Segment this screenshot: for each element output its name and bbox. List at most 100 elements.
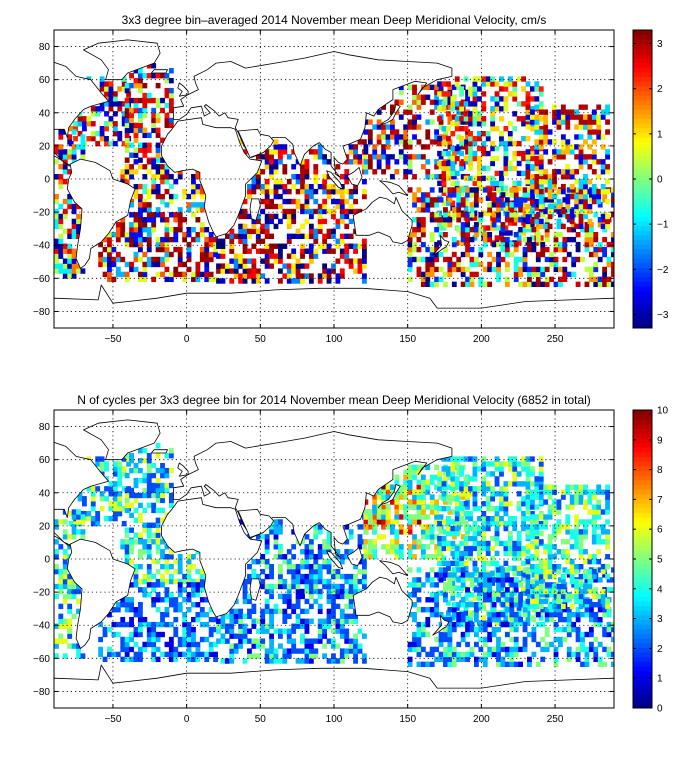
data-bin xyxy=(326,544,332,550)
data-bin xyxy=(291,563,297,570)
data-bin xyxy=(229,243,235,249)
data-bin xyxy=(120,217,126,223)
data-bin xyxy=(344,648,350,654)
data-bin xyxy=(460,611,466,618)
data-bin xyxy=(469,261,475,268)
data-bin xyxy=(173,193,179,200)
data-bin xyxy=(474,616,479,623)
chart-panel-2: −50 0 50 100 150 200 250−80−60−40−20020406080N… xyxy=(33,393,669,725)
data-bin xyxy=(496,212,501,218)
data-bin xyxy=(112,491,118,497)
data-bin xyxy=(490,545,496,552)
data-bin xyxy=(465,626,470,633)
data-bin xyxy=(522,207,528,213)
data-bin xyxy=(443,519,448,525)
data-bin xyxy=(507,456,513,462)
data-bin xyxy=(403,474,409,480)
data-bin xyxy=(591,193,597,200)
data-bin xyxy=(503,506,509,512)
data-bin xyxy=(476,506,482,512)
data-bin xyxy=(286,238,292,244)
data-bin xyxy=(260,248,266,254)
data-bin xyxy=(407,159,413,165)
data-bin xyxy=(438,154,444,160)
data-bin xyxy=(512,461,518,467)
data-bin xyxy=(115,631,121,638)
data-bin xyxy=(133,132,139,139)
data-bin xyxy=(575,656,581,663)
data-bin xyxy=(322,243,328,249)
data-bin xyxy=(331,618,336,624)
data-bin xyxy=(591,114,597,120)
data-bin xyxy=(602,281,608,288)
data-bin xyxy=(512,570,518,576)
data-bin xyxy=(447,222,453,228)
data-bin xyxy=(164,179,170,185)
data-bin xyxy=(269,563,274,570)
data-bin xyxy=(381,129,386,135)
data-bin xyxy=(538,568,544,575)
data-bin xyxy=(216,268,221,274)
data-bin xyxy=(233,613,239,619)
data-bin xyxy=(512,520,518,527)
data-bin xyxy=(255,559,261,565)
data-bin xyxy=(291,164,297,170)
colorbar-segment xyxy=(633,239,652,245)
data-bin xyxy=(331,643,336,649)
data-bin xyxy=(182,587,188,593)
data-bin xyxy=(538,101,544,107)
data-bin xyxy=(429,474,435,480)
data-bin xyxy=(481,520,487,527)
data-bin xyxy=(562,626,568,633)
data-bin xyxy=(186,597,192,603)
data-bin xyxy=(363,119,369,125)
data-bin xyxy=(407,261,413,268)
data-bin xyxy=(527,227,532,233)
colorbar-segment xyxy=(633,67,652,73)
data-bin xyxy=(434,251,440,258)
data-bin xyxy=(331,628,336,634)
data-bin xyxy=(560,183,566,190)
data-bin xyxy=(522,212,528,218)
data-bin xyxy=(146,544,152,550)
data-bin xyxy=(238,208,244,215)
data-bin xyxy=(552,193,557,200)
data-bin xyxy=(459,135,465,142)
data-bin xyxy=(571,651,577,658)
data-bin xyxy=(282,273,288,279)
data-bin xyxy=(182,261,188,268)
data-bin xyxy=(160,611,165,618)
data-bin xyxy=(335,243,341,249)
data-bin xyxy=(566,217,572,223)
data-bin xyxy=(160,261,165,268)
data-bin xyxy=(476,590,482,596)
data-bin xyxy=(451,572,457,578)
data-bin xyxy=(353,268,358,274)
data-bin xyxy=(485,560,491,567)
data-bin xyxy=(177,554,183,560)
data-bin xyxy=(566,207,572,213)
data-bin xyxy=(538,494,544,500)
data-bin xyxy=(367,139,373,145)
data-bin xyxy=(86,121,92,127)
data-bin xyxy=(460,231,466,238)
data-bin xyxy=(593,602,599,608)
data-bin xyxy=(58,233,64,239)
data-bin xyxy=(155,597,161,603)
data-bin xyxy=(247,613,252,619)
data-bin xyxy=(86,135,92,142)
data-bin xyxy=(434,554,440,560)
data-bin xyxy=(242,258,248,264)
data-bin xyxy=(151,164,157,170)
data-bin xyxy=(499,585,504,591)
data-bin xyxy=(507,121,513,127)
data-bin xyxy=(499,520,504,527)
data-bin xyxy=(146,241,152,248)
data-bin xyxy=(474,227,479,233)
data-bin xyxy=(416,636,422,643)
colorbar-segment xyxy=(633,123,652,129)
data-bin xyxy=(317,273,323,279)
data-bin xyxy=(534,96,540,102)
data-bin xyxy=(76,519,81,525)
data-bin xyxy=(578,149,584,155)
